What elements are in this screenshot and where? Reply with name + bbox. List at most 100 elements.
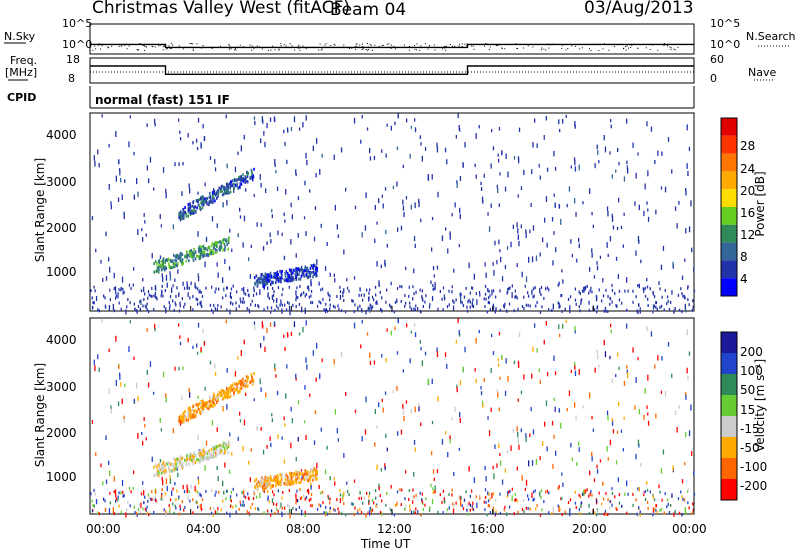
power-ground-point — [574, 287, 576, 291]
power-scatter-point — [410, 125, 412, 129]
velocity-scatter-point — [271, 498, 274, 504]
power-scatter-point — [501, 150, 503, 155]
velocity-scatter-point — [523, 374, 525, 380]
power-scatter-point — [396, 298, 398, 303]
velocity-ground-point — [318, 503, 320, 507]
velocity-scatter-point — [154, 489, 157, 495]
power-ground-point — [189, 296, 191, 300]
power-ground-point — [462, 304, 465, 308]
power-ground-point — [432, 284, 434, 287]
velocity-scatter-point — [545, 400, 548, 407]
velocity-scatter-point — [593, 478, 596, 482]
power-scatter-point — [570, 239, 572, 244]
velocity-echo-point — [181, 466, 183, 470]
velocity-scatter-point — [145, 437, 147, 441]
power-echo-point — [153, 262, 155, 266]
power-ground-point — [467, 300, 469, 304]
power-scatter-point — [413, 268, 415, 274]
power-ground-point — [523, 295, 525, 299]
velocity-scatter-point — [684, 506, 686, 513]
power-ground-point — [255, 292, 258, 296]
velocity-ground-point — [343, 502, 345, 506]
power-ground-point — [360, 308, 363, 311]
velocity-ground-point — [485, 500, 487, 504]
power-scatter-point — [497, 188, 499, 194]
power-ground-point — [370, 304, 372, 308]
velocity-echo-point — [262, 486, 264, 490]
velocity-ground-point — [217, 507, 219, 511]
velocity-scatter-point — [464, 346, 466, 353]
velocity-ground-point — [229, 498, 231, 502]
velocity-echo-point — [196, 410, 198, 414]
power-echo-point — [262, 282, 264, 286]
power-echo-point — [186, 253, 188, 257]
power-echo-point — [219, 245, 221, 249]
velocity-echo-point — [251, 376, 253, 379]
power-scatter-point — [490, 203, 492, 208]
velocity-ground-point — [128, 487, 131, 490]
velocity-ground-point — [589, 492, 591, 496]
power-colorbar-segment — [721, 207, 737, 225]
velocity-ground-point — [93, 488, 95, 492]
velocity-scatter-point — [396, 385, 398, 391]
velocity-scatter-point — [169, 478, 172, 484]
power-ground-point — [668, 307, 671, 311]
power-echo-point — [208, 195, 211, 199]
velocity-scatter-point — [142, 481, 144, 485]
power-scatter-point — [239, 215, 242, 219]
power-echo-point — [276, 272, 278, 276]
velocity-scatter-point — [660, 390, 663, 394]
power-scatter-point — [275, 169, 277, 174]
power-echo-point — [179, 210, 182, 214]
velocity-scatter-point — [552, 506, 554, 513]
velocity-ground-point — [687, 501, 689, 505]
velocity-ground-point — [143, 501, 145, 505]
velocity-scatter-point — [414, 406, 416, 413]
power-ground-point — [506, 309, 508, 313]
power-echo-point — [193, 208, 196, 212]
power-ground-point — [348, 289, 350, 293]
velocity-scatter-point — [562, 323, 564, 329]
power-ground-point — [446, 305, 449, 309]
power-scatter-point — [432, 266, 435, 271]
velocity-scatter-point — [560, 422, 562, 429]
power-echo-point — [197, 203, 200, 207]
power-echo-point — [174, 258, 176, 262]
velocity-ground-point — [408, 498, 410, 501]
velocity-scatter-point — [406, 323, 408, 328]
power-scatter-point — [622, 244, 624, 248]
velocity-ground-point — [297, 499, 299, 503]
power-ground-point — [229, 294, 231, 298]
nsearch-point — [516, 47, 518, 49]
velocity-ground-point — [342, 494, 344, 498]
velocity-ground-point — [247, 496, 250, 500]
velocity-scatter-point — [647, 374, 649, 381]
power-ground-point — [336, 295, 338, 298]
velocity-scatter-point — [688, 351, 691, 356]
xtick-4: 16:00 — [470, 522, 505, 536]
velocity-ground-point — [178, 512, 181, 516]
power-ground-point — [103, 294, 105, 298]
velocity-scatter-point — [688, 430, 691, 437]
power-echo-point — [288, 275, 291, 279]
velocity-ground-point — [548, 491, 550, 495]
velocity-echo-point — [181, 456, 184, 460]
power-scatter-point — [412, 297, 414, 301]
power-scatter-point — [290, 239, 292, 245]
power-echo-point — [164, 264, 167, 268]
power-ground-point — [296, 286, 298, 290]
power-echo-point — [252, 174, 254, 178]
power-scatter-point — [512, 224, 514, 230]
power-scatter-point — [441, 235, 444, 242]
velocity-ground-point — [146, 511, 148, 515]
velocity-echo-point — [240, 386, 243, 390]
velocity-ground-point — [667, 502, 669, 506]
velocity-echo-point — [171, 469, 173, 473]
velocity-echo-point — [168, 461, 170, 465]
velocity-ground-point — [674, 510, 676, 513]
velocity-echo-point — [204, 450, 207, 454]
power-ground-point — [295, 298, 297, 302]
nsearch-point — [151, 45, 153, 47]
velocity-ground-point — [195, 500, 197, 504]
power-scatter-point — [216, 262, 218, 267]
